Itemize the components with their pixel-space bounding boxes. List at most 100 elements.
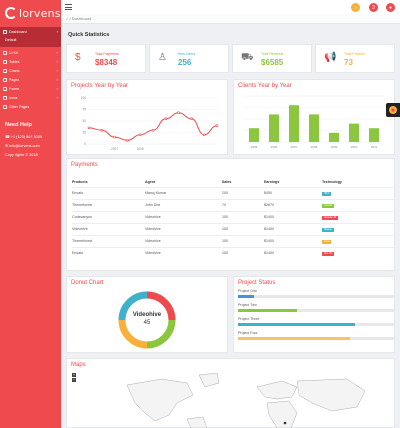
cell-earnings: $2670 — [264, 198, 322, 211]
cell-earnings: $1400 — [264, 210, 322, 223]
cell-technology: Angular JS — [322, 210, 397, 223]
gear-icon — [389, 106, 397, 114]
stat-card-payments: $ Total Payments $8348 — [66, 44, 146, 73]
sidebar-item-ui-kit[interactable]: UI Kit › — [0, 48, 61, 57]
x-tick-label: 2010 — [351, 145, 358, 149]
help-email[interactable]: ✉ info@lorvens.com — [5, 143, 40, 148]
projects-chart-card: Projects Year by Year 100 75 50 25 0 2007 2009 — [66, 79, 228, 155]
world-map[interactable] — [107, 373, 367, 428]
bar[interactable] — [309, 114, 319, 142]
chevron-icon: › — [56, 76, 58, 82]
logo-icon — [5, 7, 17, 19]
chevron-icon: › — [56, 58, 58, 64]
cell-agent: Manoj Kumar — [145, 186, 222, 199]
menu-toggle-icon[interactable] — [65, 4, 72, 10]
sidebar-item-other-pages[interactable]: Other Pages — [0, 102, 61, 111]
cell-technology: Java — [322, 234, 397, 247]
stat-label: Total Projects — [344, 52, 366, 56]
sidebar-active-section — [0, 27, 61, 47]
cell-product: Videohive — [72, 222, 145, 235]
cell-agent: Videohive — [145, 210, 222, 223]
sidebar-item-forms[interactable]: Forms › — [0, 84, 61, 93]
data-point[interactable] — [215, 124, 219, 127]
cell-product: Codecanyon — [72, 210, 145, 223]
breadcrumb: ⌂ / Dashboard — [61, 14, 400, 24]
data-point[interactable] — [151, 128, 155, 132]
help-phone[interactable]: ☎ +1 (123) 867-5309 — [5, 134, 42, 139]
data-point[interactable] — [113, 135, 116, 139]
bar[interactable] — [369, 128, 379, 142]
logo[interactable]: lorvens — [5, 6, 61, 20]
stat-value: $8348 — [95, 58, 118, 67]
data-point[interactable] — [202, 133, 206, 137]
column-header-technology: Technology — [322, 179, 342, 184]
bar[interactable] — [349, 123, 359, 142]
email-text: info@lorvens.com — [9, 144, 40, 148]
data-point[interactable] — [190, 117, 193, 121]
forms-icon — [3, 86, 7, 91]
map-region-asia — [296, 378, 366, 412]
data-point[interactable] — [138, 133, 142, 137]
stat-label: New Users — [178, 52, 196, 56]
cell-earnings: $1400 — [264, 246, 322, 259]
breadcrumb-current: Dashboard — [71, 16, 92, 21]
data-point[interactable] — [87, 126, 91, 130]
bar[interactable] — [329, 132, 339, 142]
donut-slice[interactable] — [146, 291, 176, 321]
bar[interactable] — [269, 114, 279, 142]
table-header-row: Products Agent Sales Earnings Technology — [72, 177, 397, 187]
sidebar-item-label: Icons — [9, 95, 18, 100]
stat-card-revenue: ⛟ Total Revenue $6585 — [232, 44, 312, 73]
column-header-earnings: Earnings — [264, 179, 280, 184]
technology-badge: Django — [322, 227, 334, 232]
cell-product: Envato — [72, 246, 145, 259]
chevron-icon: › — [56, 28, 58, 34]
sidebar-item-tables[interactable]: Tables › — [0, 57, 61, 66]
bar[interactable] — [249, 128, 259, 142]
home-icon[interactable]: ⌂ — [66, 16, 69, 21]
sidebar-item-label: Pages — [9, 77, 20, 82]
data-point[interactable] — [100, 128, 104, 132]
bar[interactable] — [289, 105, 299, 142]
sidebar-item-charts[interactable]: Charts › — [0, 66, 61, 75]
sidebar-item-dashboard[interactable]: Dashboard › — [0, 27, 61, 36]
sidebar-item-icons[interactable]: Icons › — [0, 93, 61, 102]
cell-sales: 200 — [222, 186, 264, 199]
settings-widget-button[interactable] — [386, 103, 400, 117]
sidebar-subitem-default[interactable]: Default — [5, 38, 17, 42]
sidebar-item-label: Charts — [9, 68, 20, 73]
chart-icon — [3, 68, 7, 73]
stat-card-users: ♙ New Users 256 — [149, 44, 229, 73]
donut-slice[interactable] — [146, 319, 176, 349]
user-avatar[interactable]: ● — [386, 3, 395, 12]
data-point[interactable] — [164, 117, 168, 121]
cell-sales: 150 — [222, 222, 264, 235]
column-header-products: Products — [72, 179, 88, 184]
progress-label: Project Four — [238, 331, 258, 335]
progress-bar — [238, 323, 394, 326]
y-tick-label: 0 — [84, 142, 86, 146]
y-tick-label: 75 — [82, 108, 86, 112]
donut-slice[interactable] — [118, 291, 148, 321]
table-row: Codecanyon Videohive 150 $1400 Angular JS — [72, 210, 397, 223]
notification-badge[interactable]: 3 — [369, 3, 378, 12]
quick-stats-section: Quick Statistics — [64, 28, 396, 76]
payments-table: Products Agent Sales Earnings Technology… — [72, 177, 397, 259]
map-region-greenland — [198, 373, 220, 388]
map-marker[interactable] — [283, 421, 287, 425]
bell-icon[interactable]: ♪ — [351, 3, 360, 12]
y-tick-label: 50 — [82, 119, 86, 123]
cell-agent: Videohive — [145, 246, 222, 259]
data-point[interactable] — [126, 139, 129, 142]
map-region-europe — [256, 380, 298, 400]
y-tick-label: 25 — [82, 131, 86, 135]
data-point[interactable] — [177, 111, 180, 115]
progress-fill — [238, 323, 355, 326]
zoom-in-button[interactable]: + — [72, 372, 76, 377]
donut-slice[interactable] — [118, 319, 148, 349]
stat-card-projects: 📢 Total Projects 73 — [315, 44, 395, 73]
sidebar-item-pages[interactable]: Pages › — [0, 75, 61, 84]
user-icon: ♙ — [158, 52, 167, 63]
zoom-out-button[interactable]: − — [72, 377, 76, 382]
project-status-card: Project Status Project One Project Two Pro… — [233, 276, 395, 353]
